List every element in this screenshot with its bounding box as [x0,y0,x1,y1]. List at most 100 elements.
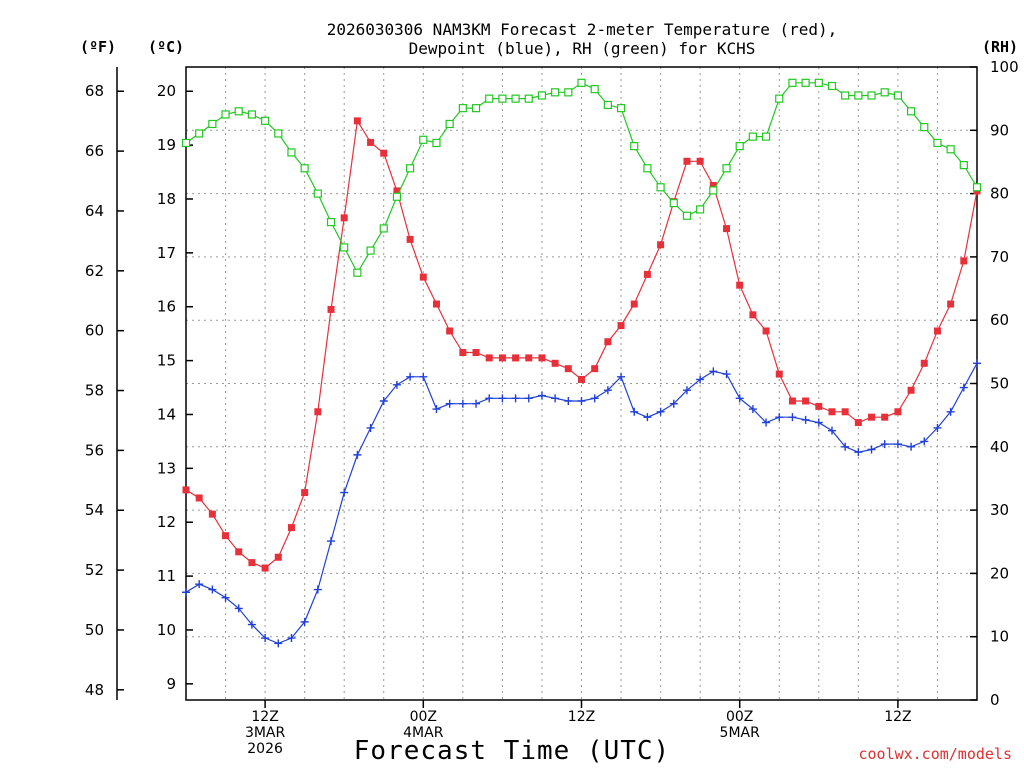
dewpoint-point-32 [603,386,612,395]
dewpoint-point-28 [551,394,560,403]
temperature-point-20 [446,327,454,335]
f-tick-label-0: 48 [85,681,104,699]
rh-tick-label-4: 40 [990,438,1009,456]
chart-title-line2: Dewpoint (blue), RH (green) for KCHS [409,39,756,58]
c-tick-label-2: 11 [157,567,176,585]
dewpoint-point-5 [247,620,256,629]
dewpoint-point-54 [893,440,902,449]
rh-point-45 [775,94,784,103]
dewpoint-point-22 [472,399,481,408]
rh-point-19 [432,138,441,148]
rh-point-44 [761,132,771,141]
rh-point-28 [551,88,560,97]
rh-point-4 [234,107,243,116]
dewpoint-point-31 [590,394,599,403]
x-tick-label-0-2: 2026 [247,741,283,757]
credit-link[interactable]: coolwx.com/models [858,745,1012,763]
dewpoint-point-0 [182,588,190,597]
rh-point-2 [208,119,217,129]
temperature-point-3 [222,532,230,540]
dewpoint-series [182,359,981,648]
rh-point-26 [524,94,533,103]
temperature-point-38 [683,157,691,165]
x-tick-label-3-1: 5MAR [720,725,761,741]
rh-point-40 [709,186,718,195]
dewpoint-point-43 [748,405,757,414]
dewpoint-point-44 [762,418,771,427]
dewpoint-point-1 [195,580,204,589]
f-tick-label-4: 56 [85,441,104,459]
temperature-point-58 [947,300,955,308]
temperature-point-18 [419,273,427,281]
temperature-point-22 [472,349,480,357]
temperature-point-55 [907,386,915,394]
dewpoint-point-56 [920,437,929,446]
temperature-series [182,117,981,572]
temperature-point-50 [841,408,849,416]
dewpoint-point-26 [524,394,533,403]
temperature-point-47 [802,397,810,405]
rh-point-52 [867,91,876,100]
rh-point-46 [788,78,797,87]
temperature-point-32 [604,338,612,346]
c-tick-label-6: 15 [157,352,176,370]
rh-point-20 [445,119,454,129]
dewpoint-point-10 [313,585,322,594]
rh-point-49 [827,81,837,91]
rh-point-53 [880,88,889,97]
dewpoint-point-19 [432,405,441,414]
rh-point-17 [406,164,415,173]
rh-point-27 [537,91,547,100]
dewpoint-point-11 [327,537,336,546]
dewpoint-point-38 [682,386,691,395]
f-tick-label-5: 58 [85,382,104,400]
rh-point-54 [893,91,903,100]
temperature-point-49 [828,408,836,416]
rh-tick-label-6: 60 [990,311,1009,329]
rh-tick-label-8: 80 [990,185,1009,203]
x-tick-label-1-1: 4MAR [403,725,444,741]
rh-point-16 [392,192,402,201]
dewpoint-point-42 [735,394,744,403]
c-tick-label-9: 18 [157,190,176,208]
dewpoint-point-45 [775,413,784,422]
temperature-point-11 [327,305,335,313]
temperature-point-12 [340,214,348,222]
rh-point-59 [959,161,968,170]
x-tick-label-4-0: 12Z [884,709,911,725]
rh-point-58 [946,145,955,154]
temperature-point-31 [591,365,599,373]
dewpoint-point-37 [669,399,678,408]
temperature-point-45 [775,370,783,378]
temperature-point-36 [657,241,665,249]
rh-point-42 [735,142,744,151]
rh-point-12 [340,243,349,252]
dewpoint-point-16 [392,380,401,389]
temperature-point-29 [564,365,572,373]
dewpoint-point-17 [406,372,415,381]
dewpoint-point-58 [946,407,955,416]
rh-point-43 [748,132,757,141]
temperature-point-24 [498,354,506,362]
rh-tick-label-2: 20 [990,564,1009,582]
rh-point-36 [656,183,665,192]
dewpoint-point-55 [907,442,916,451]
rh-point-38 [682,211,692,220]
temperature-point-16 [393,187,401,195]
dewpoint-point-27 [537,391,546,400]
rh-point-31 [590,85,599,94]
temperature-point-7 [274,553,282,561]
dewpoint-point-59 [959,383,968,392]
dewpoint-point-46 [788,413,797,422]
rh-tick-label-10: 100 [990,58,1019,76]
dewpoint-point-33 [617,372,626,381]
temperature-point-2 [208,510,216,518]
dewpoint-point-29 [564,397,573,406]
dewpoint-point-4 [234,604,243,613]
dewpoint-point-2 [208,585,217,594]
x-tick-label-0-1: 3MAR [245,725,286,741]
rh-point-48 [814,78,823,87]
rh-point-30 [577,78,586,87]
temperature-point-57 [933,327,941,335]
